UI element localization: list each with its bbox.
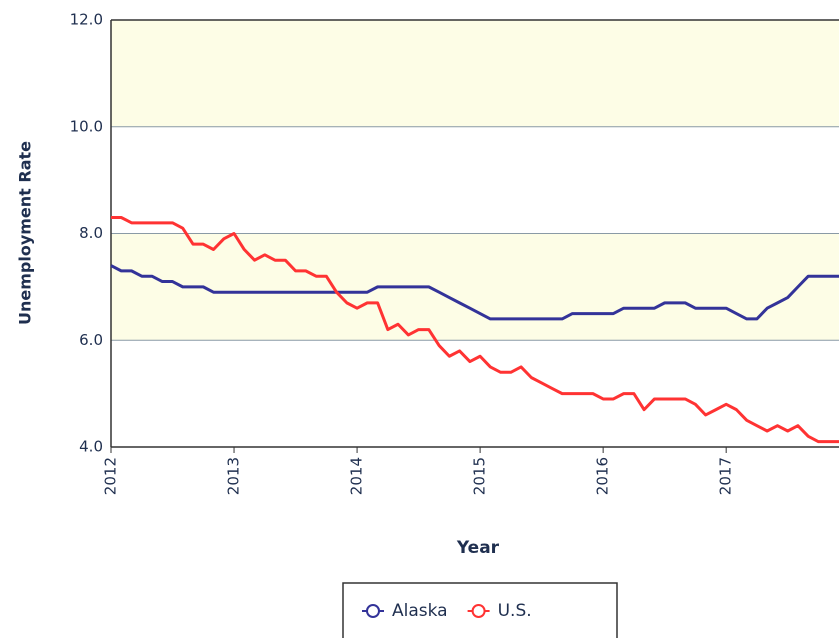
band — [111, 20, 839, 127]
x-axis-label: Year — [456, 538, 500, 558]
band — [111, 233, 839, 341]
legend-label: U.S. — [498, 601, 532, 621]
series-line — [111, 215, 839, 444]
x-tick-label: 2015 — [471, 457, 489, 495]
legend-marker — [366, 604, 380, 618]
x-tick-label: 2012 — [102, 457, 120, 495]
x-tick-label: 2013 — [225, 457, 243, 495]
x-tick-label: 2016 — [594, 457, 612, 495]
y-axis-label: Unemployment Rate — [16, 141, 35, 325]
y-tick-label: 4.0 — [79, 438, 103, 456]
x-tick-label: 2014 — [348, 457, 366, 495]
y-tick-label: 10.0 — [70, 117, 103, 135]
y-tick-label: 12.0 — [70, 11, 103, 29]
legend-marker — [471, 604, 486, 618]
legend-label: Alaska — [392, 601, 448, 621]
x-tick-label: 2017 — [717, 457, 735, 495]
y-tick-label: 6.0 — [79, 331, 103, 349]
y-tick-label: 8.0 — [79, 224, 103, 242]
legend-box — [342, 582, 618, 642]
series-line — [110, 264, 839, 321]
